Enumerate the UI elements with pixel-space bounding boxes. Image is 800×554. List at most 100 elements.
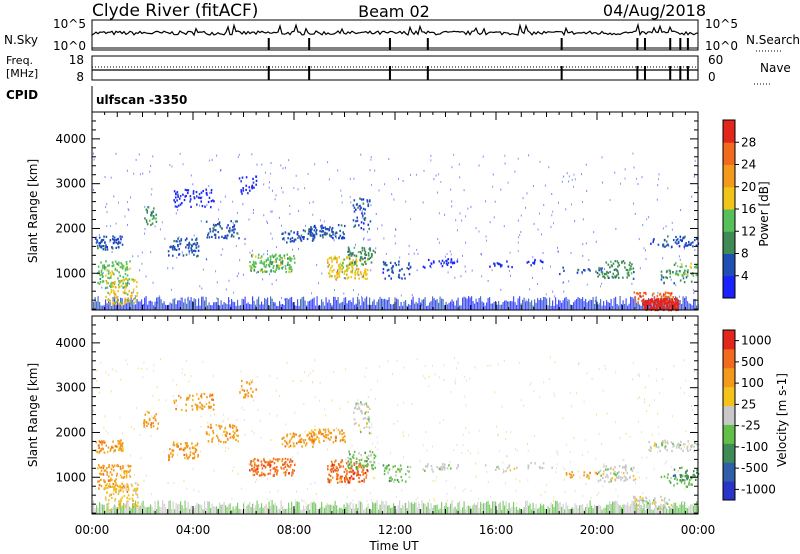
- echo-cell: [498, 262, 500, 265]
- echo-cell: [332, 466, 335, 470]
- echo-cell: [448, 302, 450, 310]
- echo-cell: [269, 262, 271, 265]
- echo-cell: [371, 183, 373, 186]
- echo-cell: [653, 444, 656, 447]
- echo-cell: [288, 460, 291, 464]
- echo-cell: [370, 304, 372, 310]
- echo-cell: [349, 467, 351, 470]
- echo-cell: [334, 257, 337, 260]
- echo-cell: [405, 502, 407, 514]
- echo-cell: [99, 472, 101, 475]
- echo-cell: [637, 373, 639, 376]
- echo-cell: [193, 455, 196, 458]
- echo-cell: [112, 482, 115, 486]
- echo-cell: [618, 504, 620, 514]
- colorbar-tick-label: 16: [741, 202, 756, 216]
- echo-cell: [104, 469, 107, 472]
- echo-cell: [300, 299, 302, 310]
- echo-cell: [368, 248, 371, 251]
- echo-cell: [198, 298, 200, 310]
- echo-cell: [438, 260, 441, 263]
- echo-cell: [105, 206, 107, 209]
- echo-cell: [102, 305, 104, 310]
- echo-cell: [349, 177, 351, 180]
- echo-cell: [102, 266, 104, 270]
- echo-cell: [423, 374, 425, 377]
- echo-cell: [185, 507, 187, 510]
- echo-cell: [439, 468, 441, 471]
- echo-cell: [115, 507, 117, 514]
- echo-cell: [390, 267, 393, 270]
- echo-cell: [270, 270, 272, 273]
- echo-cell: [614, 275, 616, 278]
- echo-cell: [613, 268, 616, 272]
- echo-cell: [370, 388, 372, 391]
- echo-cell: [523, 297, 525, 310]
- echo-cell: [555, 471, 557, 474]
- echo-cell: [146, 368, 148, 371]
- echo-cell: [112, 469, 115, 472]
- echo-cell: [399, 305, 401, 310]
- echo-cell: [378, 189, 380, 192]
- echo-cell: [150, 435, 152, 438]
- echo-cell: [603, 272, 606, 276]
- echo-cell: [670, 504, 673, 507]
- echo-cell: [190, 205, 192, 208]
- echo-cell: [113, 489, 115, 492]
- echo-cell: [281, 303, 283, 306]
- echo-cell: [189, 454, 192, 457]
- echo-cell: [177, 445, 179, 448]
- echo-cell: [115, 478, 117, 481]
- echo-cell: [597, 480, 600, 483]
- echo-cell: [629, 261, 631, 264]
- nsearch-label: N.Search: [746, 33, 800, 47]
- echo-cell: [123, 470, 126, 473]
- echo-cell: [316, 264, 318, 267]
- echo-cell: [101, 245, 104, 248]
- echo-cell: [636, 471, 638, 474]
- echo-cell: [356, 264, 358, 267]
- echo-cell: [451, 262, 454, 265]
- echo-cell: [372, 459, 374, 462]
- echo-cell: [266, 477, 268, 480]
- echo-cell: [350, 270, 352, 274]
- echo-cell: [106, 450, 109, 454]
- echo-cell: [210, 200, 213, 203]
- echo-cell: [672, 238, 675, 242]
- echo-cell: [466, 505, 468, 514]
- echo-cell: [535, 503, 537, 514]
- echo-cell: [668, 306, 670, 309]
- colorbar-tick-label: 28: [741, 135, 756, 149]
- echo-cell: [553, 506, 555, 514]
- echo-cell: [355, 268, 357, 271]
- echo-cell: [494, 468, 497, 471]
- echo-cell: [290, 259, 292, 262]
- echo-cell: [226, 507, 228, 514]
- echo-cell: [328, 229, 331, 232]
- echo-cell: [315, 433, 317, 436]
- echo-cell: [619, 296, 621, 310]
- echo-cell: [677, 299, 680, 302]
- echo-cell: [347, 456, 350, 460]
- echo-cell: [193, 452, 195, 455]
- echo-cell: [339, 265, 341, 269]
- echo-cell: [230, 235, 233, 238]
- echo-cell: [143, 479, 145, 482]
- echo-cell: [371, 451, 374, 454]
- echo-cell: [98, 233, 100, 236]
- echo-cell: [628, 268, 631, 272]
- echo-cell: [415, 498, 417, 501]
- echo-cell: [309, 229, 312, 232]
- echo-cell: [118, 240, 120, 243]
- echo-cell: [326, 258, 329, 261]
- echo-cell: [331, 476, 334, 479]
- echo-cell: [683, 245, 686, 248]
- echo-cell: [262, 304, 264, 310]
- echo-cell: [196, 443, 198, 447]
- echo-cell: [189, 195, 192, 198]
- echo-cell: [310, 434, 313, 438]
- echo-cell: [122, 279, 124, 282]
- echo-cell: [534, 508, 536, 514]
- echo-cell: [357, 403, 360, 406]
